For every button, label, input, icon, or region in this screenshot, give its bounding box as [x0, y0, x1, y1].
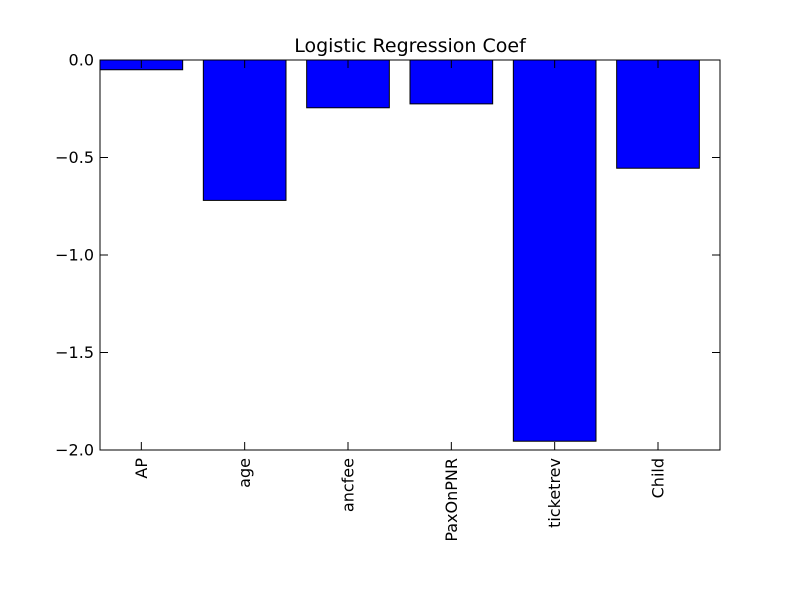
x-tick-label-ap: AP — [132, 458, 151, 479]
y-tick-label: −2.0 — [55, 441, 94, 460]
bar-ticketrev — [512, 59, 597, 442]
x-tick-label-child: Child — [649, 458, 668, 498]
y-tick-label: −0.5 — [55, 148, 94, 167]
bar-age — [202, 59, 287, 201]
x-tick-label-age: age — [235, 458, 254, 488]
ticks-layer: AP age ancfee PaxOnPNR ticketrev Child 0.0 −0.5… — [55, 51, 720, 542]
y-tick-label: −1.5 — [55, 343, 94, 362]
y-tick-label: −1.0 — [55, 246, 94, 265]
bar-ancfee — [306, 59, 390, 109]
x-tick-label-paxonpnr: PaxOnPNR — [442, 458, 461, 542]
y-tick-label: 0.0 — [69, 51, 94, 70]
bars-layer — [99, 59, 700, 442]
x-tick-label-ancfee: ancfee — [339, 458, 358, 512]
bar-child — [616, 59, 700, 169]
plot-frame — [99, 59, 721, 451]
x-tick-label-ticketrev: ticketrev — [545, 458, 564, 528]
chart-title: Logistic Regression Coef — [294, 35, 527, 57]
